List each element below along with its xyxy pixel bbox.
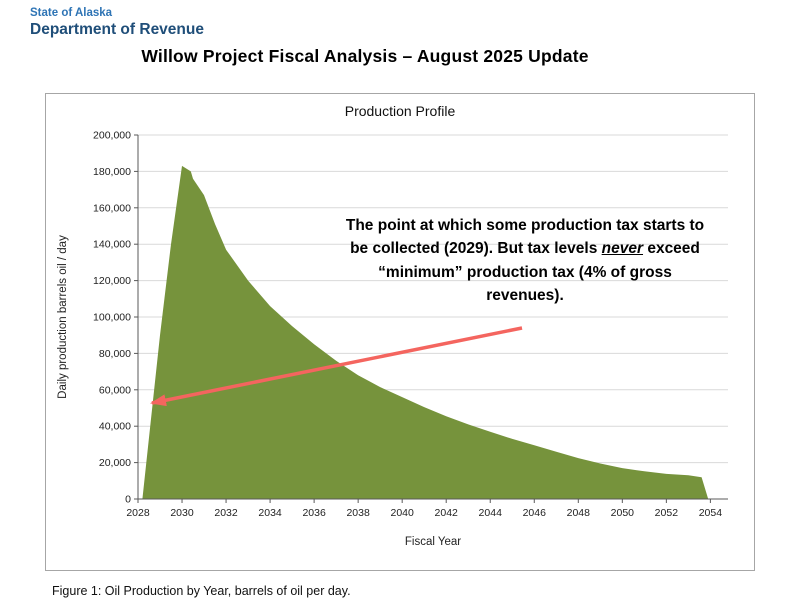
state-label: State of Alaska — [30, 7, 113, 19]
svg-text:0: 0 — [125, 494, 131, 506]
department-label: Department of Revenue — [30, 21, 204, 39]
svg-text:2042: 2042 — [435, 507, 459, 519]
annotation-line1: The point at which some production tax s… — [345, 217, 705, 234]
svg-text:2028: 2028 — [126, 507, 150, 519]
svg-text:80,000: 80,000 — [99, 348, 131, 360]
svg-text:20,000: 20,000 — [99, 457, 131, 469]
annotation-line2-post: exceed — [643, 240, 700, 258]
svg-text:140,000: 140,000 — [93, 239, 131, 251]
svg-text:100,000: 100,000 — [93, 312, 131, 324]
annotation-line2-pre: be collected (2029). But tax levels — [350, 240, 602, 258]
agency-header: State of Alaska Department of Revenue — [30, 6, 204, 40]
svg-text:180,000: 180,000 — [93, 166, 131, 178]
annotation-line3: “minimum” production tax (4% of gross — [378, 263, 672, 281]
svg-text:2040: 2040 — [390, 507, 414, 519]
svg-text:2036: 2036 — [302, 507, 326, 519]
svg-text:40,000: 40,000 — [99, 421, 131, 433]
annotation-never-emphasis: never — [601, 240, 644, 258]
svg-text:2034: 2034 — [258, 507, 282, 519]
svg-text:2050: 2050 — [611, 507, 635, 519]
annotation-line4: revenues). — [486, 286, 564, 304]
production-profile-chart: 0 20,000 40,000 60,000 80,000 100,000 120,000 1… — [57, 130, 728, 548]
svg-text:2038: 2038 — [346, 507, 370, 519]
chart-title: Production Profile — [344, 103, 456, 119]
svg-text:2044: 2044 — [479, 507, 503, 519]
svg-text:160,000: 160,000 — [93, 202, 131, 214]
svg-text:Fiscal Year: Fiscal Year — [405, 536, 461, 548]
chart-frame: Production Profile 0 20,000 40,000 60,000 80… — [45, 93, 755, 571]
svg-text:2052: 2052 — [655, 507, 679, 519]
svg-text:2048: 2048 — [567, 507, 591, 519]
svg-text:2032: 2032 — [214, 507, 238, 519]
svg-text:2030: 2030 — [170, 507, 194, 519]
annotation-text: The point at which some production tax s… — [292, 214, 758, 307]
svg-text:Daily production barrels oil /: Daily production barrels oil / day — [57, 235, 69, 399]
svg-text:60,000: 60,000 — [99, 384, 131, 396]
svg-text:2046: 2046 — [523, 507, 547, 519]
figure-caption: Figure 1: Oil Production by Year, barrel… — [52, 584, 351, 598]
svg-text:2054: 2054 — [699, 507, 723, 519]
svg-text:120,000: 120,000 — [93, 275, 131, 287]
svg-text:200,000: 200,000 — [93, 130, 131, 142]
page-title: Willow Project Fiscal Analysis – August … — [141, 46, 589, 66]
